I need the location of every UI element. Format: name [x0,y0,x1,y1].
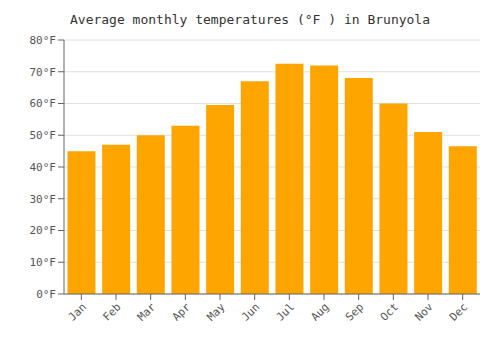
svg-text:60°F: 60°F [30,97,57,110]
svg-text:Oct: Oct [378,300,401,323]
svg-text:Jan: Jan [66,300,89,323]
svg-text:Aug: Aug [308,300,331,323]
svg-text:May: May [204,300,228,324]
html-text:Average monthly temperatures (: Average monthly temperatures (°F ) in Br… [70,12,430,27]
svg-text:Sep: Sep [343,300,366,323]
svg-text:10°F: 10°F [30,256,57,269]
svg-text:Mar: Mar [135,300,159,324]
svg-text:80°F: 80°F [30,34,57,47]
svg-text:0°F: 0°F [36,288,56,301]
svg-text:30°F: 30°F [30,193,57,206]
svg-text:Nov: Nov [412,300,436,324]
svg-text:Jul: Jul [274,300,297,323]
svg-text:Dec: Dec [447,300,470,323]
svg-text:50°F: 50°F [30,129,57,142]
svg-text:70°F: 70°F [30,66,57,79]
svg-text:Apr: Apr [170,300,194,324]
svg-text:40°F: 40°F [30,161,57,174]
svg-text:Feb: Feb [100,300,123,323]
svg-text:Jun: Jun [239,300,262,323]
svg-text:20°F: 20°F [30,224,57,237]
